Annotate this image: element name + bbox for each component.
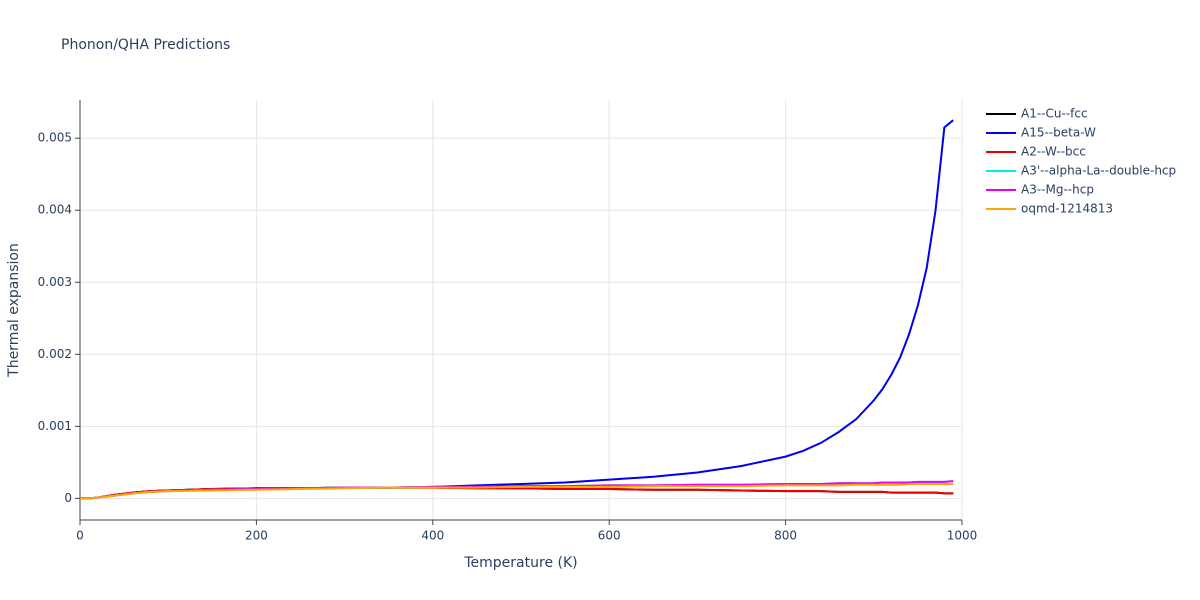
y-axis-title: Thermal expansion xyxy=(6,243,22,378)
chart-title: Phonon/QHA Predictions xyxy=(61,37,230,53)
plot-area xyxy=(80,119,954,500)
x-tick-label: 400 xyxy=(421,529,444,543)
legend-label: A1--Cu--fcc xyxy=(1021,107,1088,121)
y-tick-label: 0 xyxy=(64,491,72,505)
legend-label: oqmd-1214813 xyxy=(1021,202,1113,216)
series-line xyxy=(80,482,954,500)
y-tick-label: 0.001 xyxy=(38,419,72,433)
series-line xyxy=(80,119,954,500)
legend-label: A3--Mg--hcp xyxy=(1021,183,1094,197)
y-tick-label: 0.002 xyxy=(38,347,72,361)
legend-label: A2--W--bcc xyxy=(1021,145,1086,159)
x-tick-label: 600 xyxy=(598,529,621,543)
grid: 0 200 400 600 800 1000 0 0.001 0.002 0.003 0.004 0.… xyxy=(38,100,978,543)
x-axis-title: Temperature (K) xyxy=(463,555,577,571)
x-tick-label: 1000 xyxy=(947,529,978,543)
x-tick-label: 800 xyxy=(774,529,797,543)
y-tick-label: 0.004 xyxy=(38,203,72,217)
y-tick-label: 0.003 xyxy=(38,275,72,289)
legend: A1--Cu--fcc A15--beta-W A2--W--bcc A3'--alp… xyxy=(986,107,1176,216)
x-tick-label: 200 xyxy=(245,529,268,543)
x-tick-label: 0 xyxy=(76,529,84,543)
legend-label: A3'--alpha-La--double-hcp xyxy=(1021,164,1176,178)
y-tick-label: 0.005 xyxy=(38,131,72,145)
legend-label: A15--beta-W xyxy=(1021,126,1096,140)
